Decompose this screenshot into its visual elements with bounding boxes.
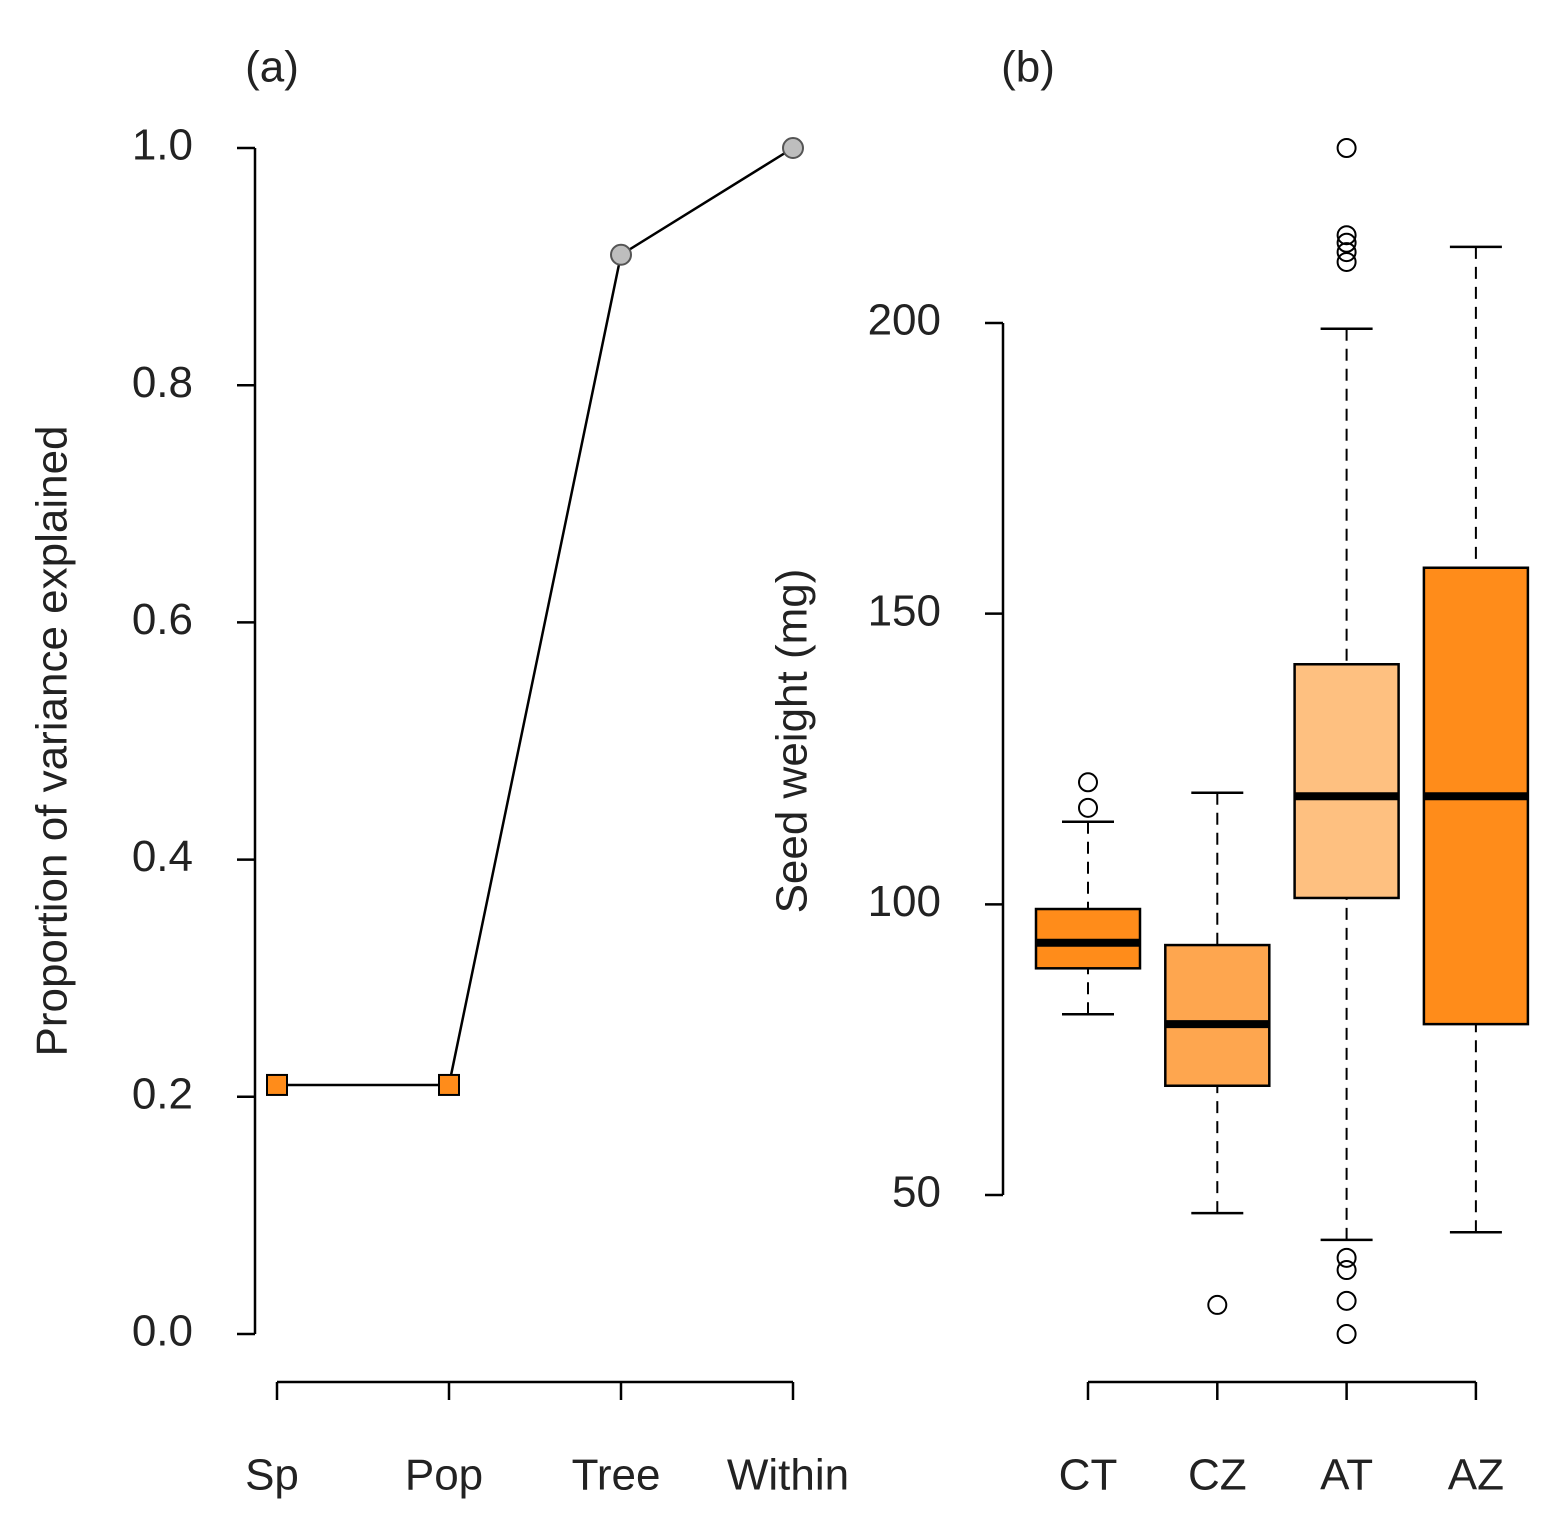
x-tick-label: CZ [1188, 1451, 1247, 1500]
y-tick-label: 100 [868, 877, 941, 926]
outlier [1336, 251, 1357, 272]
outlier [1336, 242, 1357, 263]
point [610, 243, 632, 266]
y-axis-label: Proportion of variance explained [28, 425, 77, 1056]
data-line [277, 146, 794, 1087]
x-tick-label: Within [727, 1451, 849, 1500]
point [438, 1073, 460, 1096]
outlier [1336, 1247, 1357, 1268]
y-tick-label: 150 [868, 586, 941, 635]
x-tick-label: CT [1059, 1451, 1118, 1500]
box [1034, 907, 1142, 970]
y-tick-label: 0.0 [132, 1307, 193, 1356]
y-tick-label: 50 [892, 1168, 941, 1217]
point [266, 1073, 288, 1096]
outlier [1336, 1324, 1357, 1344]
y-tick-label: 0.6 [132, 595, 193, 644]
outlier [1336, 138, 1357, 158]
x-tick-label: Pop [405, 1451, 483, 1500]
x-tick-label: AT [1320, 1451, 1373, 1500]
outlier [1078, 797, 1098, 818]
point [782, 137, 804, 159]
x-tick-label: Sp [245, 1451, 299, 1500]
outlier [1336, 1290, 1357, 1311]
y-tick-label: 1.0 [132, 121, 193, 170]
y-tick-label: 0.2 [132, 1069, 193, 1118]
y-tick-label: 0.8 [132, 358, 193, 407]
outlier [1336, 232, 1357, 253]
y-tick-label: 0.4 [132, 832, 193, 881]
outlier [1078, 772, 1098, 793]
x-tick-label: AZ [1448, 1451, 1504, 1500]
outlier [1207, 1294, 1228, 1315]
outlier [1336, 225, 1357, 246]
panel-title: (a) [245, 43, 299, 92]
box [1164, 943, 1271, 1088]
y-axis-label: Seed weight (mg) [768, 569, 817, 914]
y-tick-label: 200 [868, 296, 941, 345]
box [1293, 663, 1400, 900]
panel-title: (b) [1001, 43, 1055, 92]
x-tick-label: Tree [572, 1451, 661, 1500]
outlier [1336, 1260, 1357, 1281]
